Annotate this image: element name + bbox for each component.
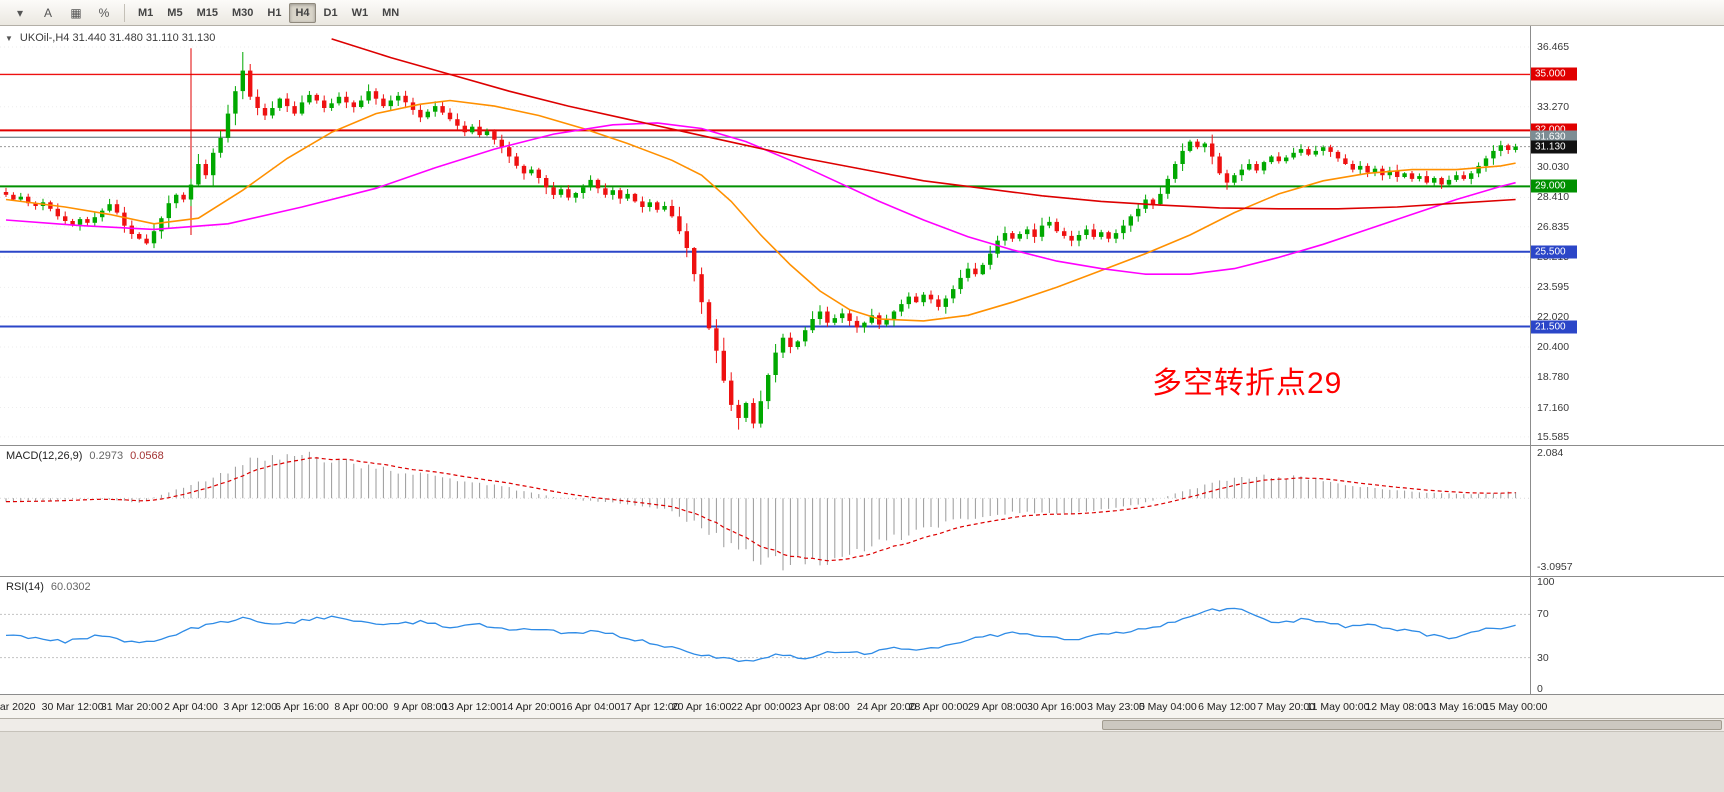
timeframe-button-h4[interactable]: H4 (289, 2, 316, 23)
toolbar-separator (124, 3, 125, 22)
time-axis-label: 8 Apr 00:00 (334, 701, 389, 713)
time-axis-label: 5 May 04:00 (1138, 701, 1197, 713)
time-axis-label: 17 Apr 12:00 (620, 701, 680, 713)
timeframe-button-w1[interactable]: W1 (351, 6, 369, 19)
time-axis-label: 11 May 00:00 (1306, 701, 1370, 713)
timeframe-button-m15[interactable]: M15 (196, 6, 218, 19)
price-tick-label: 18.780 (1537, 371, 1570, 384)
macd-tick-label: -3.0957 (1537, 560, 1573, 573)
timeframe-button-m5[interactable]: M5 (167, 6, 183, 19)
timeframe-button-h1[interactable]: H1 (267, 6, 282, 19)
price-level-tag: 21.500 (1531, 320, 1577, 333)
time-axis-label: 30 Apr 16:00 (1027, 701, 1087, 713)
macd-label: MACD(12,26,9) 0.2973 0.0568 (6, 450, 164, 462)
time-axis-label: 28 Apr 00:00 (908, 701, 969, 713)
price-tick-label: 28.410 (1537, 191, 1570, 204)
price-tick-label: 20.400 (1537, 341, 1570, 353)
time-axis-label: 20 Apr 16:00 (671, 701, 732, 713)
time-axis-label: 13 May 16:00 (1424, 701, 1489, 713)
rsi-tick-label: 70 (1537, 608, 1549, 621)
chart-window-icon[interactable]: ▦ (70, 5, 82, 20)
scrollbar-thumb[interactable] (1102, 720, 1722, 730)
time-axis-label: 15 May 00:00 (1483, 701, 1548, 713)
macd-name: MACD(12,26,9) (6, 450, 83, 462)
top-toolbar: ▾ A ▦% M1 M5 M15 M30 H1 H4 D1 W1 MN (0, 0, 1724, 26)
time-axis-label: 9 Apr 08:00 (393, 701, 448, 713)
price-level-tag: 35.000 (1531, 67, 1577, 81)
macd-axis: 2.084 -3.0957 (1530, 446, 1724, 576)
time-axis-label: 7 May 20:00 (1257, 701, 1316, 713)
price-tick-label: 22.020 (1537, 310, 1570, 323)
macd-tick-label: 2.084 (1537, 447, 1564, 459)
price-tick-label: 30.030 (1537, 161, 1570, 174)
rsi-value: 60.0302 (50, 581, 91, 593)
timeframe-toolbar: M1 M5 M15 M30 H1 H4 D1 W1 MN (131, 2, 406, 23)
time-axis-label: 29 Apr 08:00 (967, 701, 1028, 713)
time-axis-label: 3 Apr 12:00 (223, 701, 278, 713)
rsi-tick-label: 100 (1537, 576, 1555, 588)
time-axis-label: 6 May 12:00 (1198, 701, 1256, 713)
macd-panel: 2.084 -3.0957 MACD(12,26,9) 0.2973 0.0568 (0, 446, 1724, 577)
price-tick-label: 33.270 (1537, 100, 1570, 113)
chart-tools-group: ▾ A ▦% (6, 3, 118, 23)
main-chart-panel: 36.46533.27030.03028.41026.83525.21523.5… (0, 26, 1724, 446)
chart-title: ▼ UKOil-,H4 31.440 31.480 31.110 31.130 (5, 32, 215, 44)
time-axis-label: 27 Mar 2020 (0, 701, 36, 713)
main-chart-canvas[interactable] (0, 26, 1530, 446)
bottom-area (0, 719, 1724, 792)
text-tool-icon[interactable]: A (43, 5, 52, 20)
rsi-tick-label: 30 (1537, 651, 1549, 664)
rsi-tick-label: 0 (1537, 683, 1543, 695)
price-tick-label: 36.465 (1537, 41, 1570, 53)
rsi-name: RSI(14) (6, 581, 44, 593)
price-axis[interactable]: 36.46533.27030.03028.41026.83525.21523.5… (1530, 26, 1724, 445)
rsi-canvas[interactable] (0, 577, 1530, 695)
timeframe-button-mn[interactable]: MN (382, 6, 400, 19)
time-axis-label: 3 May 23:00 (1087, 701, 1145, 713)
chart-dropdown-icon[interactable]: ▾ (16, 5, 24, 20)
price-level-tag: 31.130 (1531, 140, 1577, 154)
time-axis-label: 13 Apr 12:00 (442, 701, 502, 713)
chart-annotation-text: 多空转折点29 (1152, 367, 1343, 400)
price-tick-label: 26.835 (1537, 220, 1570, 233)
macd-main-value: 0.2973 (89, 450, 124, 462)
price-level-tag: 29.000 (1531, 179, 1577, 193)
chevron-down-icon[interactable]: ▼ (5, 33, 13, 43)
price-tick-label: 23.595 (1537, 281, 1570, 294)
price-level-tag: 25.500 (1531, 245, 1577, 259)
time-axis-label: 16 Apr 04:00 (560, 701, 621, 713)
indicators-icon[interactable]: % (98, 5, 110, 20)
rsi-axis: 100 70 30 0 (1530, 576, 1724, 695)
time-axis-label: 6 Apr 16:00 (275, 701, 329, 713)
time-axis-label: 23 Apr 08:00 (790, 701, 850, 713)
horizontal-scrollbar[interactable] (0, 719, 1724, 732)
price-tick-label: 17.160 (1537, 401, 1570, 414)
time-axis-label: 2 Apr 04:00 (164, 701, 218, 713)
timeframe-button-d1[interactable]: D1 (323, 6, 338, 19)
time-axis-label: 24 Apr 20:00 (856, 701, 917, 713)
macd-canvas[interactable] (0, 446, 1530, 577)
price-tick-label: 15.585 (1537, 430, 1570, 443)
macd-signal-value: 0.0568 (130, 450, 164, 462)
time-axis-label: 31 Mar 20:00 (100, 701, 163, 713)
time-axis-label: 30 Mar 12:00 (41, 701, 104, 713)
time-axis-label: 12 May 08:00 (1365, 701, 1430, 713)
chart-title-text: UKOil-,H4 31.440 31.480 31.110 31.130 (19, 32, 216, 44)
time-axis-label: 14 Apr 20:00 (501, 701, 562, 713)
rsi-panel: 100 70 30 0 RSI(14) 60.0302 (0, 576, 1724, 695)
rsi-label: RSI(14) 60.0302 (6, 581, 91, 593)
timeframe-button-m30[interactable]: M30 (231, 6, 254, 19)
timeframe-button-m1[interactable]: M1 (138, 6, 154, 19)
time-axis-label: 22 Apr 00:00 (731, 701, 791, 713)
